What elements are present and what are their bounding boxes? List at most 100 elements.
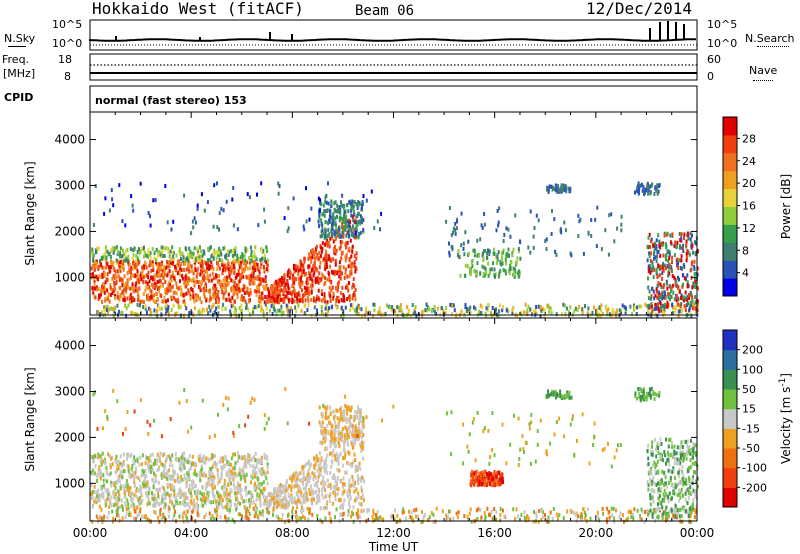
range-cell: [341, 193, 344, 198]
range-cell: [303, 493, 306, 498]
range-cell: [172, 219, 175, 224]
range-cell: [344, 483, 347, 488]
range-cell: [135, 475, 138, 480]
range-cell: [238, 279, 241, 284]
range-cell: [100, 263, 102, 268]
range-cell: [569, 186, 572, 191]
range-cell: [119, 485, 122, 490]
freq-unit-label: [MHz]: [3, 67, 36, 80]
range-cell: [263, 269, 266, 274]
range-cell: [335, 228, 338, 233]
range-cell: [103, 257, 106, 261]
range-cell: [360, 478, 362, 483]
range-cell: [115, 498, 118, 503]
range-cell: [163, 265, 166, 270]
range-cell: [489, 271, 491, 276]
range-cell: [265, 245, 268, 250]
range-cell: [212, 286, 215, 291]
range-cell: [139, 273, 142, 278]
range-cell: [330, 229, 333, 234]
range-cell: [141, 498, 144, 503]
range-cell: [161, 268, 164, 273]
range-cell: [345, 420, 348, 425]
range-cell: [241, 255, 244, 260]
range-cell: [218, 282, 221, 286]
range-cell: [204, 499, 206, 504]
range-cell: [136, 302, 139, 307]
range-cell: [358, 419, 361, 424]
range-cell: [684, 296, 687, 301]
range-cell: [121, 504, 124, 509]
range-cell: [116, 303, 119, 308]
range-cell: [689, 237, 692, 242]
range-cell: [327, 201, 330, 206]
range-cell: [103, 305, 106, 310]
range-cell: [360, 435, 363, 440]
range-cell: [339, 451, 342, 456]
range-cell: [170, 260, 173, 265]
range-cell: [333, 248, 336, 253]
range-cell: [338, 274, 341, 279]
range-cell: [341, 285, 344, 290]
range-cell: [153, 284, 156, 289]
range-cell: [325, 265, 328, 270]
range-cell: [668, 271, 671, 276]
range-cell: [286, 296, 289, 301]
range-cell: [356, 205, 359, 210]
range-cell: [317, 257, 320, 262]
range-cell: [209, 245, 212, 250]
range-cell: [158, 268, 161, 273]
range-cell: [326, 300, 329, 305]
range-cell: [356, 222, 359, 227]
range-cell: [257, 286, 260, 291]
range-cell: [333, 433, 336, 438]
range-cell: [450, 233, 453, 238]
range-cell: [546, 304, 549, 309]
range-cell: [91, 247, 94, 252]
range-cell: [353, 438, 356, 443]
range-cell: [361, 430, 363, 435]
range-cell: [102, 495, 105, 500]
range-cell: [317, 196, 320, 201]
range-cell: [548, 305, 551, 310]
range-cell: [495, 228, 498, 233]
range-cell: [349, 264, 352, 268]
range-cell: [353, 441, 356, 446]
range-cell: [490, 313, 493, 318]
range-cell: [287, 503, 290, 508]
range-cell: [139, 181, 142, 186]
range-cell: [684, 308, 687, 313]
range-cell: [505, 226, 508, 231]
range-cell: [445, 513, 448, 518]
range-cell: [133, 297, 136, 302]
range-cell: [307, 298, 310, 303]
range-cell: [266, 298, 269, 303]
range-cell: [191, 219, 194, 224]
range-cell: [295, 483, 298, 488]
range-cell: [464, 302, 467, 307]
range-cell: [100, 462, 103, 467]
range-cell: [251, 265, 254, 270]
range-cell: [498, 206, 501, 211]
range-cell: [260, 278, 263, 283]
range-cell: [165, 303, 168, 308]
range-cell: [480, 311, 483, 315]
range-cell: [348, 218, 351, 223]
range-cell: [328, 244, 331, 249]
range-cell: [694, 306, 697, 311]
range-cell: [649, 258, 652, 263]
range-cell: [265, 284, 268, 288]
range-cell: [333, 272, 336, 277]
range-cell: [657, 249, 660, 254]
range-cell: [590, 218, 593, 222]
range-cell: [204, 460, 207, 465]
range-cell: [499, 269, 502, 274]
range-cell: [180, 493, 183, 498]
range-cell: [182, 313, 185, 318]
range-cell: [333, 439, 336, 443]
range-cell: [530, 312, 533, 317]
range-cell: [259, 302, 262, 307]
range-cell: [649, 239, 652, 244]
range-cell: [334, 424, 337, 429]
range-cell: [213, 248, 216, 253]
